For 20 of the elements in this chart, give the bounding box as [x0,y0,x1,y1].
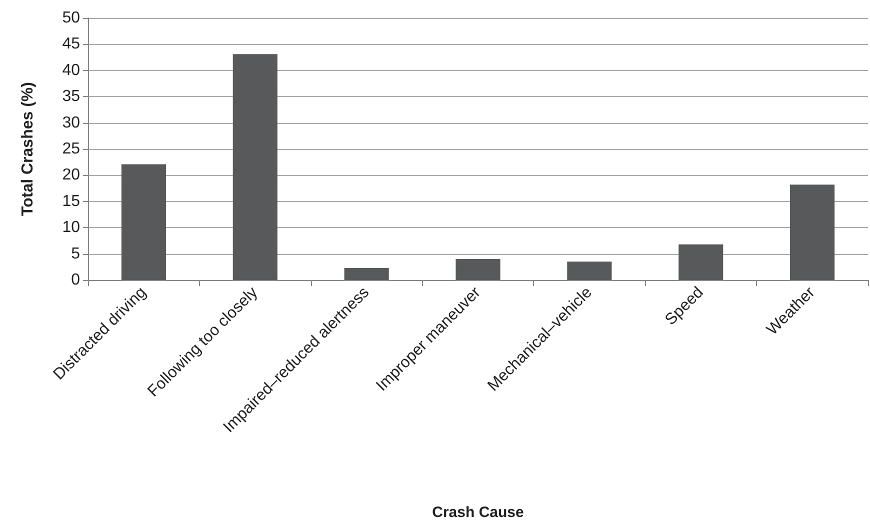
bar [121,164,166,280]
y-tick-label: 0 [71,272,80,288]
bar [456,259,500,280]
bar [344,268,389,280]
y-tick-label: 45 [62,36,80,53]
bar [678,244,724,280]
y-tick-label: 5 [71,245,80,262]
y-tick-label: 10 [62,219,80,236]
y-tick-label: 40 [62,62,80,79]
x-axis-title: Crash Cause [432,504,524,521]
y-tick-label: 15 [62,192,80,210]
y-tick-label: 35 [62,88,80,106]
y-axis-title: Total Crashes (%) [20,82,36,216]
y-tick-label: 30 [62,114,80,132]
bar [567,262,612,280]
y-tick-label: 20 [62,166,80,184]
bar [790,184,835,280]
y-tick-label: 25 [62,140,80,158]
y-tick-label: 50 [62,10,80,26]
bar [232,54,278,280]
